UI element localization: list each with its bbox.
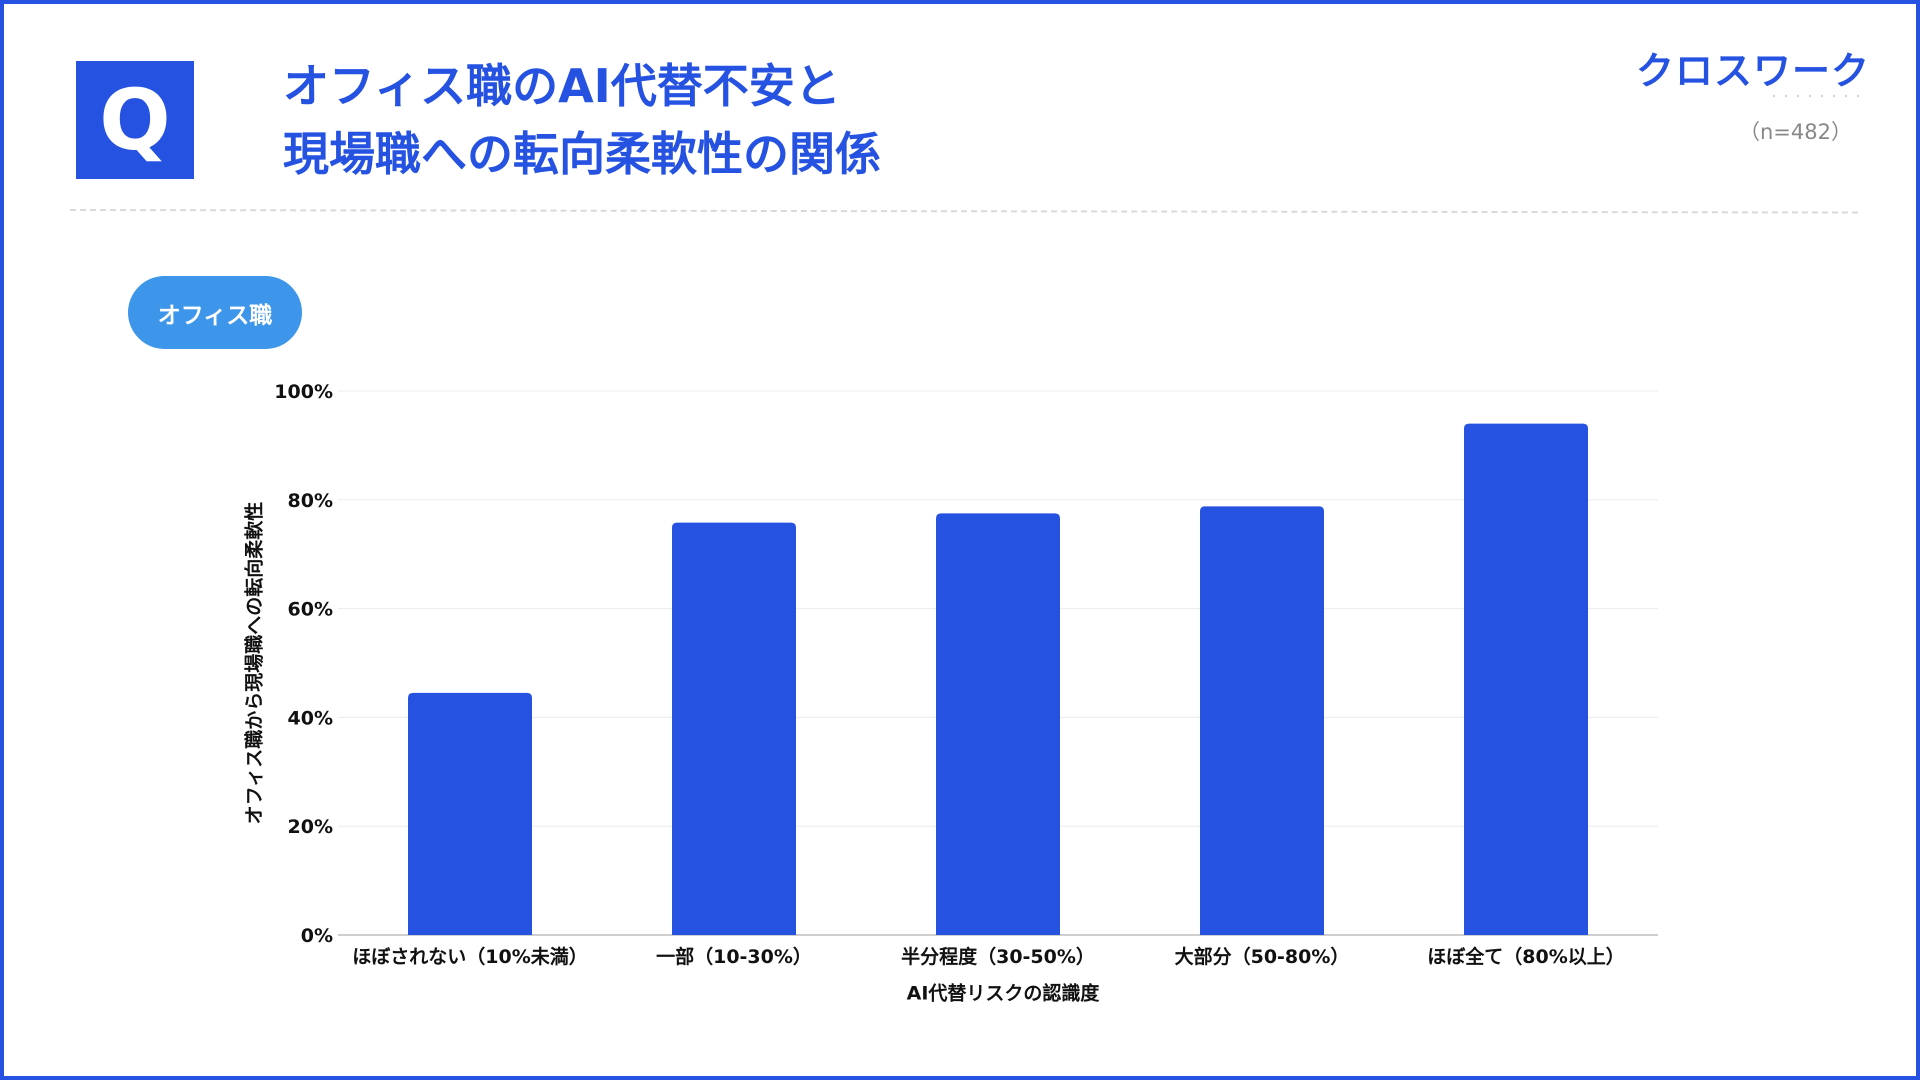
segment-pill: オフィス職 [128,276,302,349]
x-tick-label: ほぼ全て（80%以上） [1427,945,1624,968]
y-tick-label: 20% [288,816,333,838]
y-tick-label: 80% [288,490,333,512]
bar [408,692,532,935]
x-tick-label: 半分程度（30-50%） [901,945,1095,968]
bar [1464,423,1588,935]
y-tick-label: 0% [301,925,333,947]
y-tick-label: 60% [288,599,333,621]
x-tick-label: 大部分（50-80%） [1175,945,1350,968]
title-line-1: オフィス職のAI代替不安と [283,59,841,113]
bar [936,513,1060,935]
y-tick-label: 100% [274,381,333,403]
x-tick-label: ほぼされない（10%未満） [352,945,587,968]
x-tick-label: 一部（10-30%） [656,945,812,968]
x-axis-title: AI代替リスクの認識度 [906,982,1100,1005]
bar [672,522,796,935]
bar [1200,506,1324,935]
page-title: オフィス職のAI代替不安と 現場職への転向柔軟性の関係 [283,52,881,188]
title-line-2: 現場職への転向柔軟性の関係 [283,127,881,181]
question-badge: Q [76,61,194,179]
logo-dots-decoration [1768,94,1868,98]
y-axis-title: オフィス職から現場職への転向柔軟性 [243,501,266,825]
brand-logo: クロスワーク [1635,49,1870,93]
sample-size-label: （n=482） [1739,120,1852,144]
y-tick-label: 40% [288,707,333,729]
